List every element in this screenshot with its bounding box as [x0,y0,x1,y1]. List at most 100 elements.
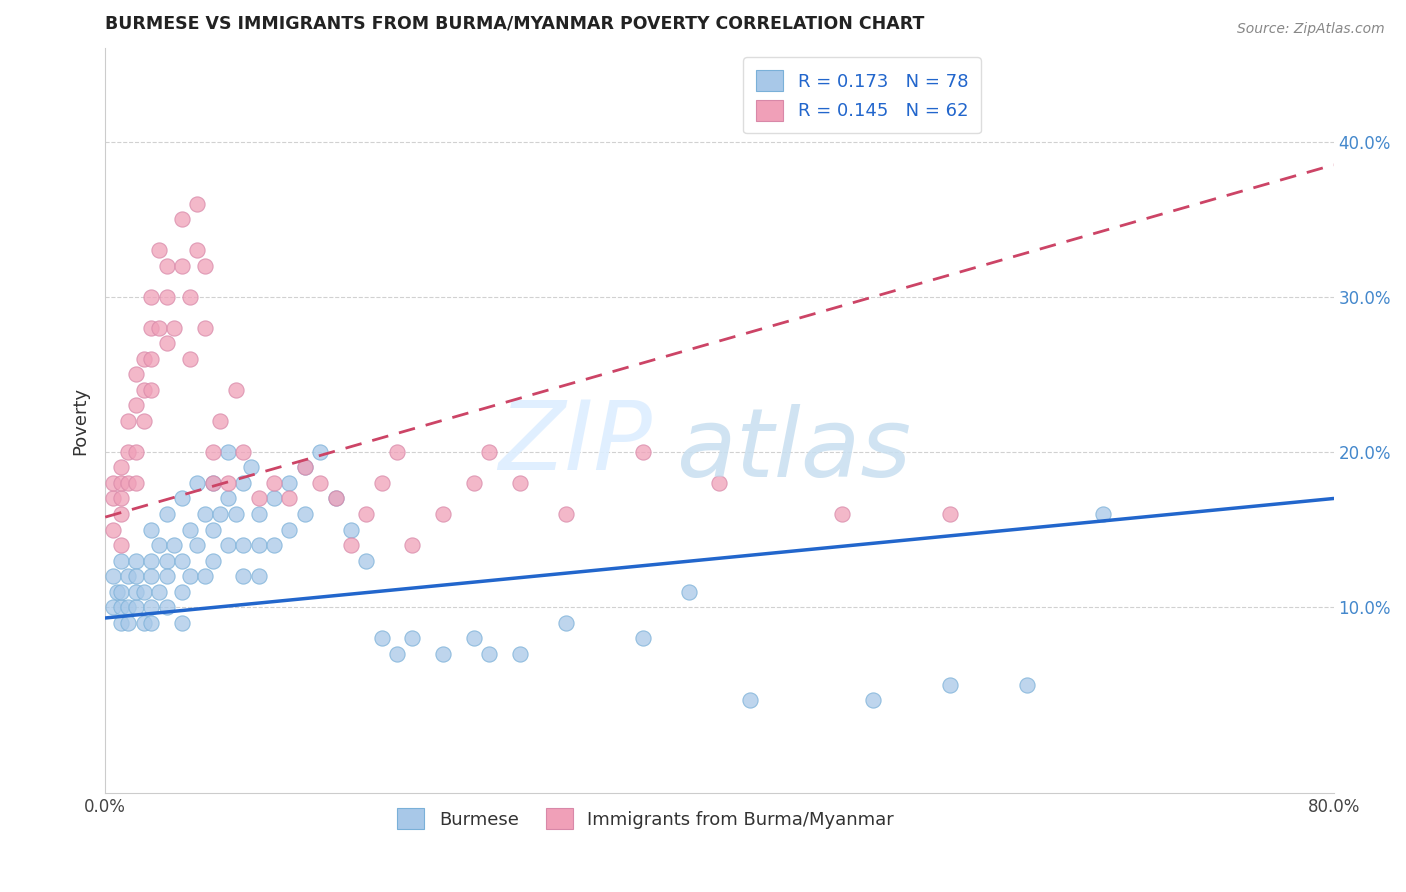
Point [141,615,163,630]
Point [170,212,193,227]
Point [156,600,179,615]
Point [110,538,132,552]
Point [117,600,139,615]
Point [125,445,148,459]
Point [370,475,392,490]
Point [217,445,239,459]
Text: atlas: atlas [676,404,911,497]
Point [110,507,132,521]
Point [156,290,179,304]
Point [117,475,139,490]
Point [201,445,224,459]
Point [194,320,217,334]
Point [110,475,132,490]
Point [401,631,423,645]
Point [247,569,270,583]
Point [132,383,155,397]
Point [194,569,217,583]
Point [125,600,148,615]
Point [194,259,217,273]
Point [1015,678,1038,692]
Point [194,507,217,521]
Point [141,290,163,304]
Point [179,523,201,537]
Point [247,507,270,521]
Point [101,491,124,506]
Point [240,460,263,475]
Text: BURMESE VS IMMIGRANTS FROM BURMA/MYANMAR POVERTY CORRELATION CHART: BURMESE VS IMMIGRANTS FROM BURMA/MYANMAR… [105,15,925,33]
Point [432,507,454,521]
Point [117,615,139,630]
Point [278,491,301,506]
Point [141,553,163,567]
Point [141,600,163,615]
Point [209,507,232,521]
Point [939,507,962,521]
Point [141,320,163,334]
Point [247,538,270,552]
Point [354,507,377,521]
Point [201,553,224,567]
Point [278,475,301,490]
Point [170,553,193,567]
Point [186,196,208,211]
Point [163,320,186,334]
Point [186,538,208,552]
Point [263,538,285,552]
Point [110,615,132,630]
Y-axis label: Poverty: Poverty [72,387,89,455]
Point [179,351,201,366]
Point [156,336,179,351]
Point [125,569,148,583]
Point [463,475,485,490]
Point [110,584,132,599]
Point [117,569,139,583]
Point [263,491,285,506]
Point [401,538,423,552]
Point [148,538,170,552]
Point [125,584,148,599]
Point [170,491,193,506]
Point [939,678,962,692]
Point [110,460,132,475]
Point [141,569,163,583]
Point [217,538,239,552]
Point [107,584,129,599]
Point [554,615,576,630]
Point [179,569,201,583]
Point [554,507,576,521]
Point [263,475,285,490]
Point [125,368,148,382]
Point [141,523,163,537]
Point [156,507,179,521]
Point [156,553,179,567]
Point [509,475,531,490]
Point [148,584,170,599]
Point [432,647,454,661]
Point [325,491,347,506]
Point [163,538,186,552]
Point [294,460,316,475]
Point [232,475,254,490]
Point [101,475,124,490]
Point [110,553,132,567]
Point [132,615,155,630]
Point [170,584,193,599]
Point [186,243,208,257]
Point [209,414,232,428]
Point [740,693,762,707]
Point [148,320,170,334]
Point [117,445,139,459]
Point [1092,507,1115,521]
Point [156,259,179,273]
Point [678,584,700,599]
Point [247,491,270,506]
Point [179,290,201,304]
Point [217,475,239,490]
Point [831,507,853,521]
Point [201,475,224,490]
Point [509,647,531,661]
Point [141,351,163,366]
Point [225,507,247,521]
Point [309,475,332,490]
